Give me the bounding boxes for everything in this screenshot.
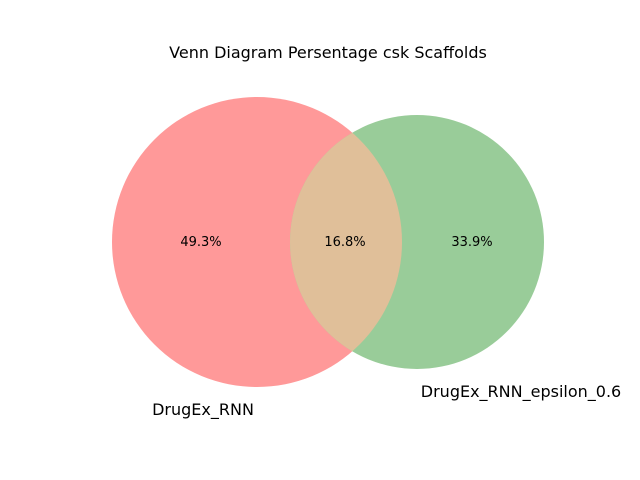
overlap-region [290, 115, 402, 369]
chart-title: Venn Diagram Persentage csk Scaffolds [169, 43, 487, 62]
only-a-percentage: 49.3% [180, 235, 221, 250]
only-b-percentage: 33.9% [451, 235, 492, 250]
set-a-label: DrugEx_RNN [152, 400, 254, 420]
overlap-percentage: 16.8% [324, 235, 365, 250]
set-b-label: DrugEx_RNN_epsilon_0.6 [421, 382, 621, 402]
